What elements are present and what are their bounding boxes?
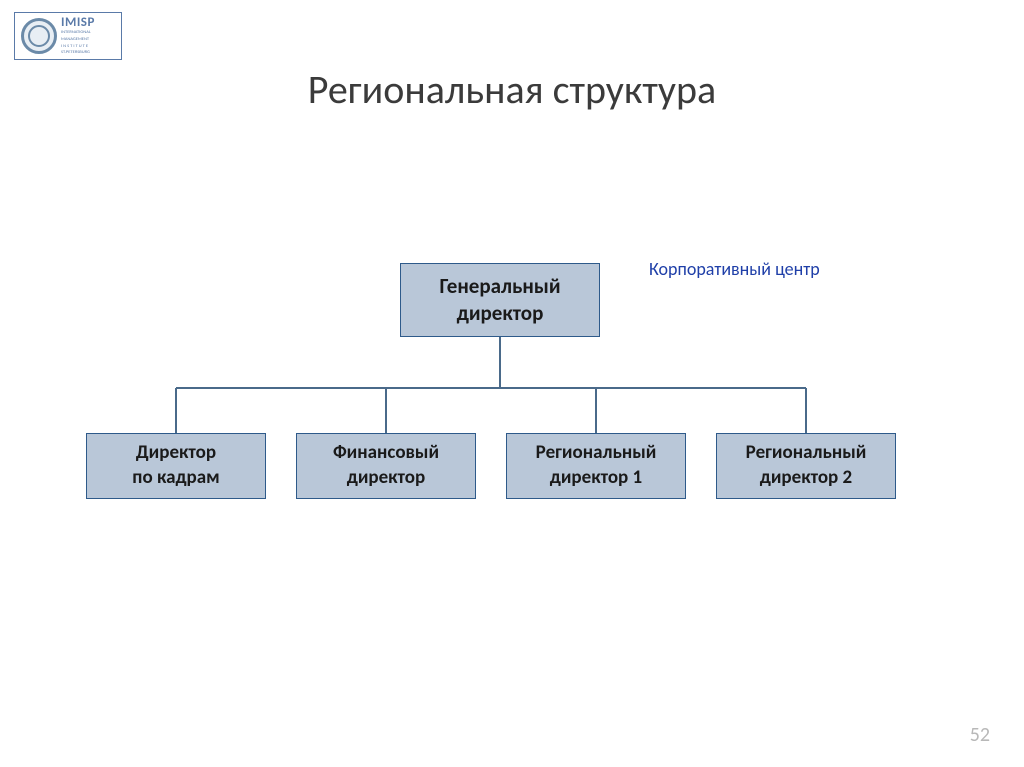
logo-icon <box>21 18 57 54</box>
org-root-box: Генеральныйдиректор <box>400 263 600 337</box>
org-child-box: Региональныйдиректор 2 <box>716 433 896 499</box>
page-title: Региональная структура <box>0 65 1024 114</box>
logo-sub4: ST.PETERSBURG <box>61 50 95 56</box>
logo-sub2: MANAGEMENT <box>61 37 95 43</box>
page-number: 52 <box>970 723 990 747</box>
org-child-box: Директорпо кадрам <box>86 433 266 499</box>
logo-text: IMISP INTERNATIONAL MANAGEMENT I N S T I… <box>61 16 95 56</box>
org-child-box: Финансовыйдиректор <box>296 433 476 499</box>
logo-title: IMISP <box>61 16 95 29</box>
annotation-corporate-center: Корпоративный центр <box>649 258 820 280</box>
logo-sub3: I N S T I T U T E <box>61 44 95 50</box>
org-connectors <box>0 0 1024 767</box>
logo-box: IMISP INTERNATIONAL MANAGEMENT I N S T I… <box>14 12 122 60</box>
logo-sub1: INTERNATIONAL <box>61 30 95 36</box>
org-child-box: Региональныйдиректор 1 <box>506 433 686 499</box>
